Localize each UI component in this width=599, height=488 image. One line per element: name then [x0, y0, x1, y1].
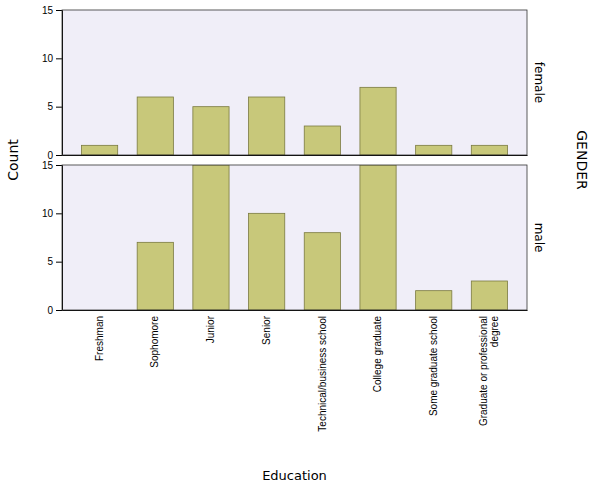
chart: 0 5 10 15 female Count GENDER 0 5 10 15 Freshman Sop…: [0, 0, 599, 488]
bar: [249, 213, 285, 310]
plot-frame: [62, 10, 527, 155]
y-axis: 051015: [42, 5, 63, 161]
y-tick-label: 0: [47, 305, 53, 316]
x-axis: Freshman Sophomore Junior Senior Technical/b…: [63, 310, 528, 432]
y-tick-mark: [56, 310, 62, 311]
x-tick-label-line: Technical/business school: [317, 316, 328, 432]
y-axis-line: [56, 11, 63, 156]
bar: [471, 281, 507, 310]
x-tick-label-line: Sophomore: [149, 316, 160, 368]
x-tick-label: Some graduate school: [428, 316, 439, 416]
x-tick-label: Senior: [261, 315, 272, 345]
bar: [304, 233, 340, 310]
x-tick: Some graduate school: [428, 310, 439, 416]
plot-background: [62, 165, 527, 310]
x-tick-label-line: College graduate: [372, 316, 383, 393]
x-tick-label-line: Junior: [205, 315, 216, 343]
y-tick-label: 15: [42, 160, 54, 171]
x-tick-label: Freshman: [94, 316, 105, 361]
x-axis-title: Education: [262, 468, 327, 483]
bars: [137, 165, 507, 310]
bar: [249, 97, 285, 155]
y-tick: 10: [42, 208, 62, 219]
x-tick-label-line: Graduate or professional: [478, 316, 489, 426]
x-tick: Technical/business school: [317, 310, 328, 432]
x-tick: Freshman: [94, 310, 105, 361]
bar: [304, 126, 340, 155]
x-tick-label-line: Freshman: [94, 316, 105, 361]
x-tick-label: Graduate or professionaldegree: [478, 316, 501, 427]
bar: [81, 145, 117, 155]
y-axis-line: [56, 166, 63, 311]
y-axis-title: Count: [5, 139, 21, 181]
y-tick-mark: [56, 262, 62, 263]
bar: [137, 242, 173, 310]
panel-label: female: [532, 62, 546, 103]
y-tick: 15: [42, 160, 62, 171]
y-tick-mark: [56, 155, 62, 156]
x-tick-label: Sophomore: [149, 316, 160, 368]
x-tick-label-line: degree: [489, 316, 500, 348]
y-tick-label: 10: [42, 53, 54, 64]
y-tick-mark: [56, 165, 62, 166]
panel-label: male: [532, 223, 546, 253]
bar: [360, 87, 396, 155]
y-axis: 0 5 10 15: [42, 160, 63, 316]
y-tick: 5: [47, 256, 62, 267]
y-tick-mark: [56, 58, 62, 59]
bar: [416, 145, 452, 155]
x-tick: Junior: [205, 310, 216, 343]
x-tick-label: Junior: [205, 315, 216, 343]
plot-background: [62, 10, 527, 155]
bar: [193, 165, 229, 310]
plot-frame: [62, 165, 527, 310]
x-tick: Graduate or professionaldegree: [478, 310, 501, 426]
x-tick: Sophomore: [149, 310, 160, 368]
panel: 051015female: [42, 5, 546, 161]
y-tick: 10: [42, 53, 62, 64]
bars: [81, 87, 507, 155]
y-tick-label: 15: [42, 5, 54, 16]
bar: [416, 291, 452, 310]
bar: [193, 107, 229, 155]
y-tick-label: 10: [42, 208, 54, 219]
x-tick-label-line: Some graduate school: [428, 316, 439, 416]
x-tick: Senior: [261, 310, 272, 345]
y-tick-mark: [56, 213, 62, 214]
x-tick-label-line: Senior: [261, 315, 272, 345]
x-tick-label: College graduate: [372, 316, 383, 393]
y-tick-label: 5: [47, 256, 53, 267]
y-tick-mark: [56, 10, 62, 11]
y-tick-mark: [56, 107, 62, 108]
bar: [360, 165, 396, 310]
y-tick: 0: [47, 305, 62, 316]
bar: [137, 97, 173, 155]
panel: 0 5 10 15 Freshman Sophomore Junior Senior Techn…: [42, 160, 546, 432]
facet-title: GENDER: [574, 130, 590, 190]
x-tick-label: Technical/business school: [317, 316, 328, 432]
y-tick-label: 5: [47, 101, 53, 112]
bar: [471, 145, 507, 155]
x-tick: College graduate: [372, 310, 383, 392]
y-tick: 15: [42, 5, 62, 16]
y-tick: 5: [47, 101, 62, 112]
